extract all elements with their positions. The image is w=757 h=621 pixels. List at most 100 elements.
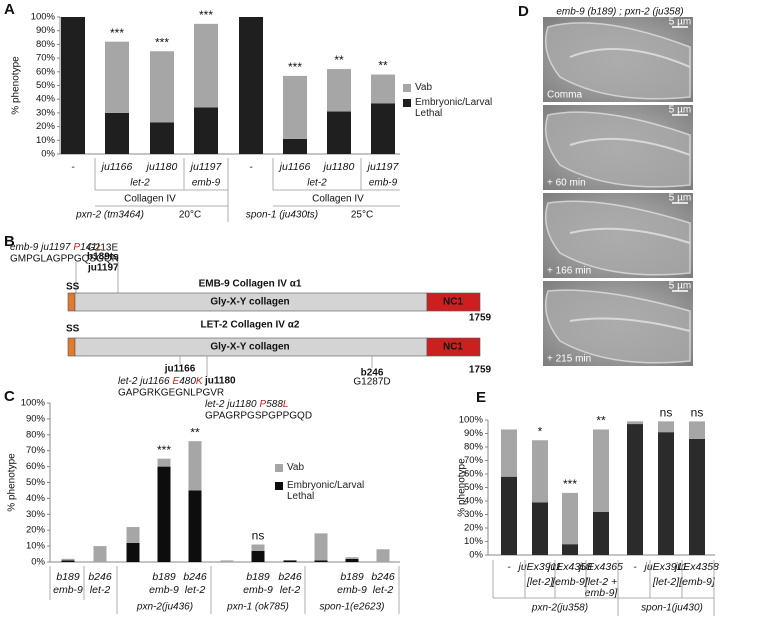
x-tick-label: b246	[371, 571, 395, 583]
significance-label: ***	[288, 60, 302, 74]
bar-segment	[105, 112, 129, 154]
group-label: spon-1(e2623)	[319, 602, 384, 613]
x-tick-label: ju1166	[100, 161, 133, 173]
y-tick-label: 80%	[464, 442, 484, 453]
y-tick-label: 0%	[31, 557, 45, 568]
bar-segment	[593, 511, 609, 555]
embryo-outline	[545, 200, 691, 276]
significance-label: ns	[252, 529, 265, 543]
site-label: b189ts	[87, 252, 119, 263]
x-sub-label: [emb-9]	[678, 576, 716, 588]
bar-segment	[376, 549, 390, 562]
legend-label: Vab	[415, 82, 433, 93]
y-tick-label: 90%	[464, 428, 484, 439]
x-sub-label: emb-9	[53, 584, 83, 596]
domain-label: Gly-X-Y collagen	[210, 297, 289, 308]
y-tick-label: 80%	[26, 429, 46, 440]
panel-title: emb-9 (b189) ; pxn-2 (ju358)	[556, 7, 683, 18]
y-tick-label: 70%	[36, 53, 56, 64]
x-sub-label: [emb-9]	[551, 576, 589, 588]
legend-label-box: Embryonic/Larval Lethal	[287, 480, 365, 502]
y-tick-label: 40%	[26, 493, 46, 504]
bar-segment	[194, 107, 218, 154]
ss-domain	[67, 292, 76, 312]
y-axis-label: % phenotype	[11, 56, 22, 115]
site-change: G1287D	[353, 377, 390, 388]
nc1-domain	[426, 292, 481, 312]
x-sub-label: [let-2 +	[584, 576, 617, 588]
y-tick-label: 60%	[26, 461, 46, 472]
sequence: GMPGLAGPPGQSGQN	[10, 254, 119, 265]
y-tick-label: 0%	[41, 149, 55, 160]
x-tick-label: -	[507, 561, 511, 573]
protein-title: EMB-9 Collagen IV α1	[199, 279, 302, 290]
legend-label: Embryonic/Larval Lethal	[287, 480, 365, 502]
significance-label: *	[538, 424, 543, 438]
group-label: let-2	[307, 178, 327, 189]
x-tick-label: b189	[152, 571, 176, 583]
bar-segment	[327, 111, 351, 154]
bar-segment	[371, 74, 395, 104]
x-tick-label: juEx4358	[546, 561, 592, 573]
embryo-fold	[569, 317, 691, 332]
y-tick-label: 80%	[36, 39, 56, 50]
scale-label: 5 µm	[669, 193, 691, 204]
y-tick-label: 20%	[26, 525, 46, 536]
panel-label: A	[4, 1, 15, 18]
significance-label: **	[596, 414, 606, 428]
bar-segment	[220, 560, 234, 562]
significance-label: **	[378, 59, 388, 73]
bar-segment	[188, 490, 202, 562]
embryo-fold	[569, 48, 691, 68]
x-sub-label: let-2	[185, 584, 206, 596]
y-tick-label: 20%	[36, 121, 56, 132]
site-change: G213E	[87, 243, 118, 254]
bar-segment	[194, 23, 218, 108]
group-label: Collagen IV	[124, 194, 176, 205]
x-tick-label: b246	[278, 571, 302, 583]
panel-label: D	[518, 3, 529, 20]
y-tick-label: 20%	[464, 523, 484, 534]
x-tick-label: b189	[246, 571, 270, 583]
significance-label: ***	[563, 477, 577, 491]
scale-label: 5 µm	[669, 105, 691, 116]
legend-label-box: Vab	[415, 82, 433, 93]
significance-label: **	[334, 53, 344, 67]
x-sub-label: let-2	[373, 584, 394, 596]
x-sub-label: emb-9	[243, 584, 273, 596]
ss-label: SS	[66, 324, 80, 335]
bar-segment	[327, 69, 351, 112]
embryo-outline	[545, 111, 691, 188]
y-tick-label: 100%	[21, 398, 46, 409]
legend-swatch	[403, 99, 411, 107]
x-tick-label: b189	[56, 571, 80, 583]
bar-segment	[658, 432, 674, 555]
bar-segment	[627, 421, 643, 425]
bar-segment	[61, 558, 75, 561]
y-axis-label: % phenotype	[7, 453, 18, 512]
length-label: 1759	[469, 365, 492, 376]
bar-segment	[371, 103, 395, 154]
y-tick-label: 50%	[36, 80, 56, 91]
group-label: pxn-2(ju358)	[531, 603, 588, 614]
bar-segment	[314, 533, 328, 561]
y-tick-label: 0%	[469, 550, 483, 561]
group-label: 25°C	[351, 210, 373, 221]
site-label: ju1166	[164, 364, 196, 375]
x-tick-label: ju1180	[145, 161, 178, 173]
legend-swatch	[275, 482, 283, 490]
panel-label: E	[476, 389, 486, 406]
scale-label: 5 µm	[669, 281, 691, 292]
y-tick-label: 30%	[36, 107, 56, 118]
x-tick-label: -	[633, 561, 637, 573]
y-tick-label: 60%	[36, 66, 56, 77]
y-tick-label: 10%	[26, 541, 46, 552]
panel-label: B	[4, 233, 15, 250]
bar-segment	[126, 542, 140, 562]
protein-title: LET-2 Collagen IV α2	[201, 320, 300, 331]
length-label: 1759	[469, 313, 492, 324]
significance-label: ***	[110, 26, 124, 40]
site-label: ju1180	[204, 376, 236, 387]
x-tick-label: b246	[183, 571, 207, 583]
nc1-domain	[426, 337, 481, 357]
